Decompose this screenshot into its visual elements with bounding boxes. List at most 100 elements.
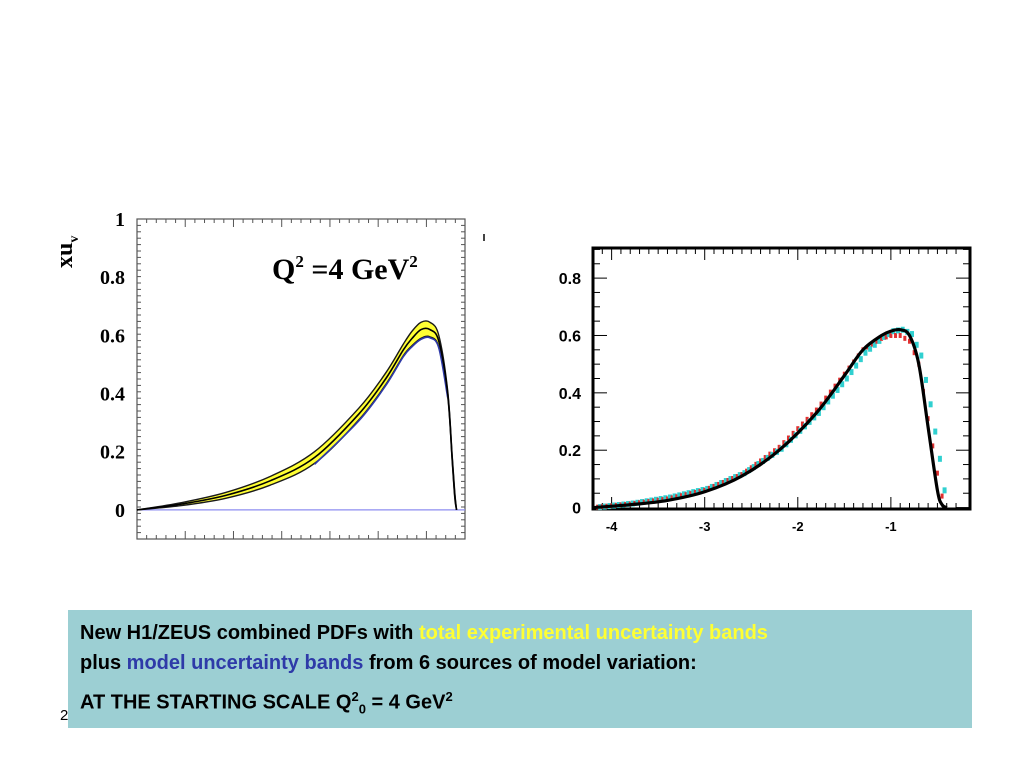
left-y-tick-label: 0.4 [100, 384, 125, 406]
right-y-tick-label: 0.6 [559, 328, 581, 345]
right-x-tick-labels: -4 -3 -2 -1 [606, 519, 897, 534]
cyan-variation-marker [830, 392, 835, 399]
cyan-variation-marker [872, 341, 877, 348]
cyan-variation-marker [728, 476, 733, 483]
cyan-variation-marker [649, 497, 654, 504]
cyan-variation-marker [844, 375, 849, 382]
red-variation-marker [735, 474, 739, 480]
red-variation-marker [731, 476, 735, 482]
left-y-tick-label: 0.2 [100, 442, 125, 464]
cyan-variation-marker [663, 495, 668, 502]
left-y-tick-label: 0 [115, 500, 125, 522]
cyan-variation-marker [695, 488, 700, 495]
stray-tick-mark [483, 234, 485, 241]
cyan-variation-marker [854, 362, 859, 369]
red-variation-marker [712, 483, 716, 489]
cyan-variation-marker [672, 493, 677, 500]
right-x-tick-label: -4 [606, 519, 618, 534]
cyan-variation-marker [691, 489, 696, 496]
right-x-tick-label: -3 [699, 519, 711, 534]
red-variation-marker [763, 455, 767, 461]
red-variation-marker [698, 488, 702, 494]
red-variation-marker [884, 334, 888, 340]
cyan-variation-marker [737, 472, 742, 479]
right-y-tick-label: 0.4 [559, 386, 581, 403]
right-y-tick-label: 0.8 [559, 271, 581, 288]
cyan-variation-marker [686, 490, 691, 497]
red-variation-marker [814, 407, 818, 413]
red-variation-marker [898, 332, 902, 338]
cyan-variation-marker [928, 401, 933, 408]
caption-text: from 6 sources of model variation: [363, 652, 697, 674]
left-plot: 0 0.2 0.4 0.6 0.8 1 Q2 =4 GeV2 xuv [52, 209, 466, 540]
red-variation-marker [824, 395, 828, 401]
red-variation-marker [875, 338, 879, 344]
red-variation-marker [796, 426, 800, 432]
red-variation-marker [782, 440, 786, 446]
red-variation-marker [931, 443, 935, 449]
caption-line-2: plus model uncertainty bands from 6 sour… [80, 648, 960, 678]
red-variation-marker [889, 332, 893, 338]
red-variation-marker [810, 412, 814, 418]
left-y-axis-label: xuv [52, 236, 82, 268]
red-variation-marker [894, 332, 898, 338]
right-y-tick-label: 0 [572, 501, 581, 518]
cyan-variation-marker [868, 345, 873, 352]
red-variation-marker [726, 477, 730, 483]
left-uncertainty-band [137, 320, 457, 510]
red-variation-marker [773, 448, 777, 454]
cyan-variation-marker [863, 349, 868, 356]
red-variation-marker [754, 461, 758, 467]
svg-text:xuv: xuv [52, 236, 82, 268]
cyan-variation-marker [751, 464, 756, 471]
cyan-variation-marker [933, 428, 938, 435]
red-variation-marker [786, 435, 790, 441]
cyan-variation-marker [654, 496, 659, 503]
red-variation-marker [880, 335, 884, 341]
cyan-variation-marker [667, 494, 672, 501]
red-variation-marker [828, 389, 832, 395]
red-variation-marker [870, 341, 874, 347]
red-variation-marker [693, 490, 697, 496]
right-plot-ticks [592, 248, 970, 509]
red-variation-marker [791, 430, 795, 436]
cyan-variation-marker [714, 481, 719, 488]
right-plot-frame [591, 246, 972, 511]
red-variation-marker [745, 468, 749, 474]
red-variation-marker [907, 338, 911, 344]
cyan-variation-marker [723, 478, 728, 485]
left-y-tick-label: 1 [115, 209, 125, 231]
left-model-band-edge [313, 336, 449, 465]
cyan-variation-marker [919, 352, 924, 359]
caption-line-1: New H1/ZEUS combined PDFs with total exp… [80, 618, 960, 648]
cyan-variation-marker [700, 486, 705, 493]
red-variation-marker [912, 350, 916, 356]
cyan-variation-marker [705, 485, 710, 492]
caption-yellow-text: total experimental uncertainty bands [418, 622, 768, 644]
right-y-tick-labels: 0 0.2 0.4 0.6 0.8 [559, 271, 581, 517]
red-variation-marker [940, 493, 944, 499]
red-variation-marker [935, 470, 939, 476]
cyan-variation-marker [733, 474, 738, 481]
cyan-variation-marker [658, 496, 663, 503]
red-variation-marker [717, 481, 721, 487]
cyan-variation-marker [677, 492, 682, 499]
left-plot-frame [136, 218, 466, 540]
red-variation-marker [721, 479, 725, 485]
cyan-variation-marker [942, 487, 947, 494]
cyan-variation-marker [719, 480, 724, 487]
right-x-tick-label: -2 [792, 519, 804, 534]
cyan-variation-marker [681, 491, 686, 498]
cyan-variation-marker [821, 404, 826, 411]
cyan-variation-marker [849, 369, 854, 376]
caption-text: New H1/ZEUS combined PDFs with [80, 622, 419, 644]
red-variation-marker [800, 421, 804, 427]
caption-box: New H1/ZEUS combined PDFs with total exp… [68, 610, 972, 728]
caption-text: plus [80, 652, 127, 674]
left-y-tick-labels: 0 0.2 0.4 0.6 0.8 1 [100, 209, 125, 522]
cyan-variation-marker [886, 331, 891, 338]
cyan-variation-marker [816, 409, 821, 416]
red-variation-marker [679, 493, 683, 499]
red-variation-marker [684, 492, 688, 498]
